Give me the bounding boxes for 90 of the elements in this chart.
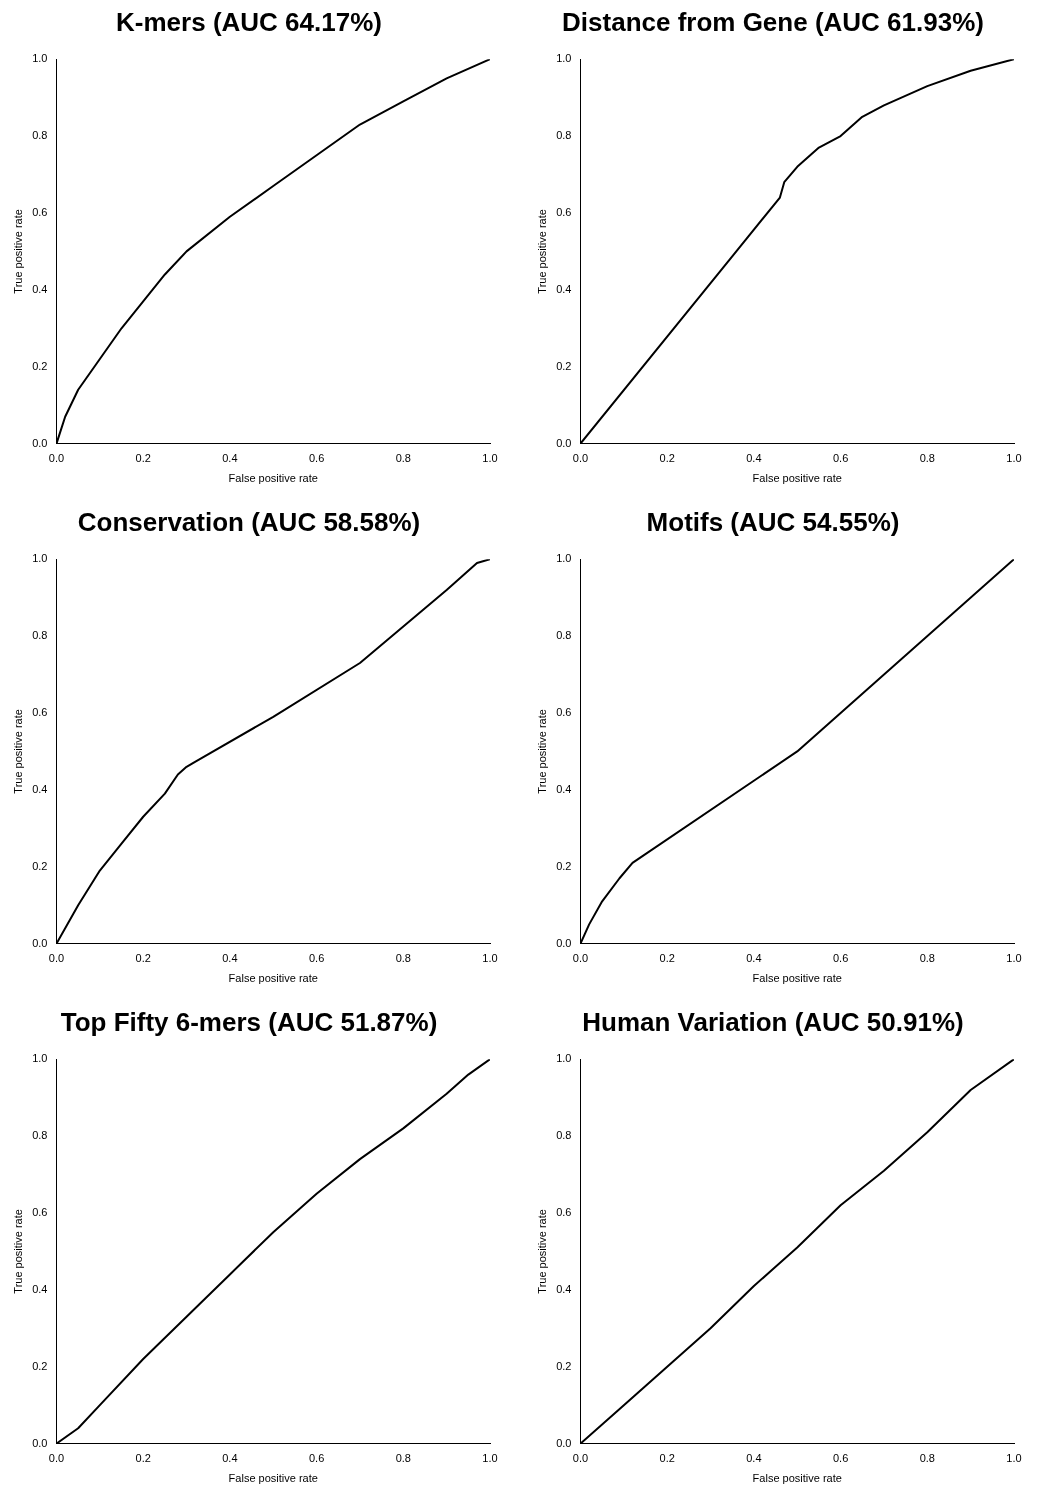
- y-tick-label: 1.0: [32, 52, 48, 65]
- x-tick-label: 0.6: [832, 952, 849, 965]
- chart-title: K-mers (AUC 64.17%): [116, 6, 382, 37]
- x-tick-label: 0.0: [48, 452, 65, 465]
- y-tick-label: 0.4: [556, 282, 572, 295]
- y-axis-title: True positive rate: [535, 1209, 548, 1294]
- chart-title: Conservation (AUC 58.58%): [77, 506, 421, 537]
- y-tick-label: 1.0: [556, 552, 572, 565]
- x-tick-label: 0.0: [48, 1452, 65, 1465]
- y-tick-label: 1.0: [556, 52, 572, 65]
- x-tick-label: 0.6: [308, 952, 325, 965]
- x-axis-title: False positive rate: [228, 1472, 318, 1485]
- y-tick-label: 0.8: [556, 1129, 572, 1142]
- x-tick-label: 0.2: [135, 1452, 151, 1465]
- y-axis-title: True positive rate: [535, 709, 548, 794]
- x-tick-label: 0.0: [572, 952, 589, 965]
- chart-title: Distance from Gene (AUC 61.93%): [562, 6, 984, 37]
- y-tick-label: 0.6: [556, 1205, 572, 1218]
- x-tick-label: 1.0: [1006, 952, 1022, 965]
- x-axis-title: False positive rate: [228, 472, 318, 485]
- y-tick-label: 0.8: [32, 629, 48, 642]
- y-tick-label: 0.4: [556, 782, 572, 795]
- x-axis-title: False positive rate: [228, 972, 318, 985]
- y-tick-label: 0.2: [32, 359, 48, 372]
- y-tick-label: 0.0: [32, 1436, 48, 1449]
- y-tick-label: 0.0: [556, 1436, 572, 1449]
- y-axis-title: True positive rate: [11, 1209, 24, 1294]
- y-tick-label: 0.8: [32, 1129, 48, 1142]
- y-tick-label: 0.6: [32, 705, 48, 718]
- x-tick-label: 0.8: [919, 952, 935, 965]
- y-tick-label: 0.4: [32, 782, 48, 795]
- y-tick-label: 0.6: [556, 205, 572, 218]
- y-tick-label: 0.2: [556, 1359, 572, 1372]
- y-tick-label: 0.6: [32, 1205, 48, 1218]
- y-tick-label: 0.8: [32, 129, 48, 142]
- x-tick-label: 0.8: [395, 1452, 411, 1465]
- y-tick-label: 0.6: [32, 205, 48, 218]
- x-tick-label: 0.4: [222, 1452, 238, 1465]
- x-tick-label: 0.6: [308, 452, 325, 465]
- x-tick-label: 1.0: [1006, 452, 1022, 465]
- chart-title: Motifs (AUC 54.55%): [646, 506, 900, 537]
- y-tick-label: 0.4: [32, 282, 48, 295]
- y-tick-label: 0.0: [32, 436, 48, 449]
- x-tick-label: 1.0: [1006, 1452, 1022, 1465]
- x-tick-label: 0.4: [222, 952, 238, 965]
- x-tick-label: 0.8: [919, 1452, 935, 1465]
- y-tick-label: 0.2: [32, 1359, 48, 1372]
- x-tick-label: 0.2: [135, 452, 151, 465]
- y-tick-label: 0.8: [556, 629, 572, 642]
- x-tick-label: 0.2: [659, 1452, 675, 1465]
- x-tick-label: 0.6: [832, 452, 849, 465]
- x-tick-label: 0.4: [746, 452, 762, 465]
- y-tick-label: 0.0: [556, 436, 572, 449]
- x-tick-label: 0.2: [659, 952, 675, 965]
- y-tick-label: 0.0: [556, 936, 572, 949]
- x-tick-label: 0.4: [746, 952, 762, 965]
- x-tick-label: 0.6: [308, 1452, 325, 1465]
- x-tick-label: 0.0: [572, 1452, 589, 1465]
- y-tick-label: 1.0: [556, 1052, 572, 1065]
- y-tick-label: 1.0: [32, 552, 48, 565]
- x-tick-label: 0.2: [659, 452, 675, 465]
- x-tick-label: 0.8: [395, 952, 411, 965]
- chart-title: Human Variation (AUC 50.91%): [582, 1006, 964, 1037]
- y-tick-label: 0.0: [32, 936, 48, 949]
- x-tick-label: 1.0: [482, 952, 498, 965]
- x-axis-title: False positive rate: [752, 472, 842, 485]
- y-tick-label: 0.2: [556, 859, 572, 872]
- x-tick-label: 1.0: [482, 452, 498, 465]
- x-axis-title: False positive rate: [752, 1472, 842, 1485]
- x-tick-label: 0.8: [919, 452, 935, 465]
- chart-title: Top Fifty 6-mers (AUC 51.87%): [60, 1006, 438, 1037]
- x-tick-label: 0.0: [572, 452, 589, 465]
- y-axis-title: True positive rate: [11, 209, 24, 294]
- x-tick-label: 0.8: [395, 452, 411, 465]
- x-tick-label: 0.4: [222, 452, 238, 465]
- y-tick-label: 1.0: [32, 1052, 48, 1065]
- y-axis-title: True positive rate: [11, 709, 24, 794]
- x-tick-label: 0.4: [746, 1452, 762, 1465]
- y-tick-label: 0.6: [556, 705, 572, 718]
- y-tick-label: 0.2: [32, 859, 48, 872]
- y-tick-label: 0.4: [32, 1282, 48, 1295]
- y-axis-title: True positive rate: [535, 209, 548, 294]
- y-tick-label: 0.4: [556, 1282, 572, 1295]
- x-axis-title: False positive rate: [752, 972, 842, 985]
- x-tick-label: 0.6: [832, 1452, 849, 1465]
- x-tick-label: 0.2: [135, 952, 151, 965]
- y-tick-label: 0.2: [556, 359, 572, 372]
- x-tick-label: 0.0: [48, 952, 65, 965]
- y-tick-label: 0.8: [556, 129, 572, 142]
- x-tick-label: 1.0: [482, 1452, 498, 1465]
